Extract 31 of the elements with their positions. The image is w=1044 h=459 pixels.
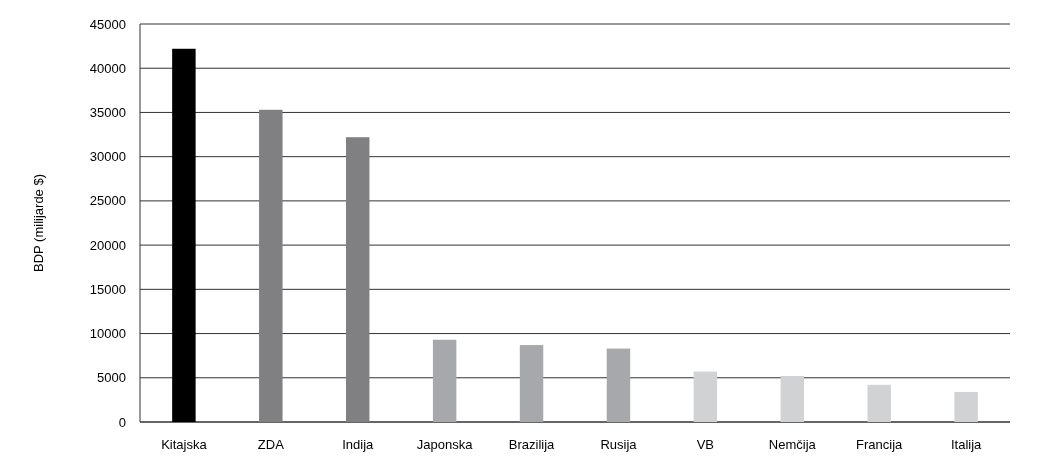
- bar: [259, 109, 283, 422]
- y-axis-title: BDP (milijarde $): [31, 173, 46, 273]
- y-tick-label: 0: [118, 414, 126, 430]
- bar: [432, 339, 457, 422]
- bar: [867, 384, 891, 422]
- x-tick-label: Brazilija: [508, 437, 556, 452]
- x-tick-label: Nemčija: [768, 437, 817, 452]
- y-tick-label: 10000: [89, 326, 126, 342]
- x-tick-label: ZDA: [257, 437, 285, 452]
- bar: [780, 376, 805, 422]
- bar: [954, 391, 978, 422]
- y-tick-label: 5000: [97, 370, 126, 386]
- bar: [606, 348, 631, 422]
- x-tick-label: Italija: [950, 437, 983, 452]
- bar: [693, 371, 718, 422]
- y-tick-label: 30000: [89, 149, 126, 165]
- bar: [345, 137, 370, 422]
- x-tick-label: Kitajska: [161, 437, 208, 452]
- y-tick-label: 15000: [89, 281, 126, 297]
- y-tick-label: 45000: [89, 16, 126, 32]
- x-tick-label: Francija: [856, 437, 904, 452]
- bar: [519, 345, 544, 422]
- y-tick-label: 25000: [89, 193, 126, 209]
- x-tick-label: VB: [696, 437, 715, 452]
- y-tick-label: 35000: [89, 104, 126, 120]
- x-tick-label: Indija: [342, 437, 375, 452]
- bar: [172, 48, 196, 422]
- x-tick-label: Rusija: [600, 437, 638, 452]
- x-tick-label: Japonska: [416, 437, 474, 452]
- y-tick-label: 40000: [89, 60, 126, 76]
- y-tick-label: 20000: [89, 237, 126, 253]
